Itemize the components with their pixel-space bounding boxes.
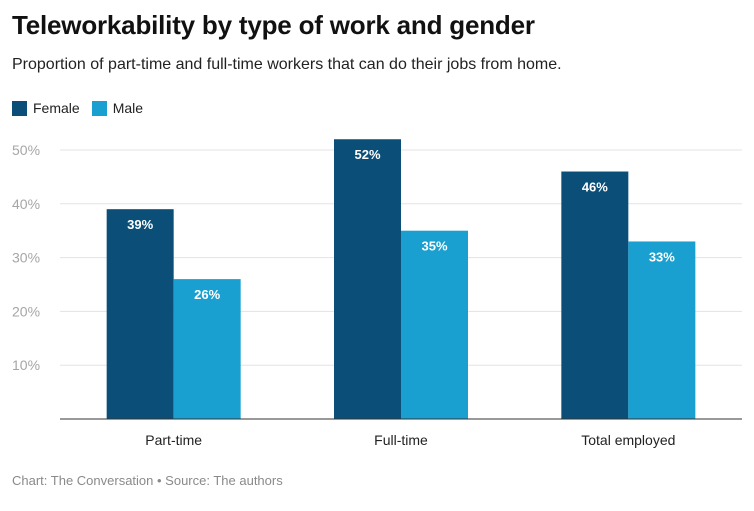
x-tick-label: Part-time <box>145 432 202 448</box>
legend-swatch-male <box>91 100 107 116</box>
y-tick-label: 50% <box>12 142 40 158</box>
y-tick-label: 20% <box>12 303 40 319</box>
legend-label-male: Male <box>112 100 144 116</box>
y-tick-label: 10% <box>12 357 40 373</box>
x-tick-label: Total employed <box>581 432 675 448</box>
chart-title: Teleworkability by type of work and gend… <box>12 10 535 40</box>
legend-label-female: Female <box>33 100 80 116</box>
bar-female <box>561 171 629 419</box>
data-label: 46% <box>582 180 608 195</box>
chart-source-footer: Chart: The Conversation • Source: The au… <box>12 473 283 488</box>
data-label: 39% <box>127 217 153 232</box>
bar-female <box>106 209 174 419</box>
bar-male <box>173 279 241 419</box>
legend-item-male: Male <box>91 100 144 116</box>
y-tick-label: 40% <box>12 196 40 212</box>
bar-male <box>401 230 468 419</box>
legend: Female Male <box>12 100 155 116</box>
bar-male <box>628 241 696 419</box>
data-label: 26% <box>194 287 220 302</box>
legend-item-female: Female <box>12 100 80 116</box>
legend-swatch-female <box>12 100 27 116</box>
bar-female <box>334 139 401 420</box>
data-label: 35% <box>421 239 447 254</box>
data-label: 52% <box>354 147 380 162</box>
data-label: 33% <box>649 249 675 264</box>
x-tick-label: Full-time <box>374 432 428 448</box>
y-tick-label: 30% <box>12 250 40 266</box>
chart-subtitle: Proportion of part-time and full-time wo… <box>12 56 562 73</box>
